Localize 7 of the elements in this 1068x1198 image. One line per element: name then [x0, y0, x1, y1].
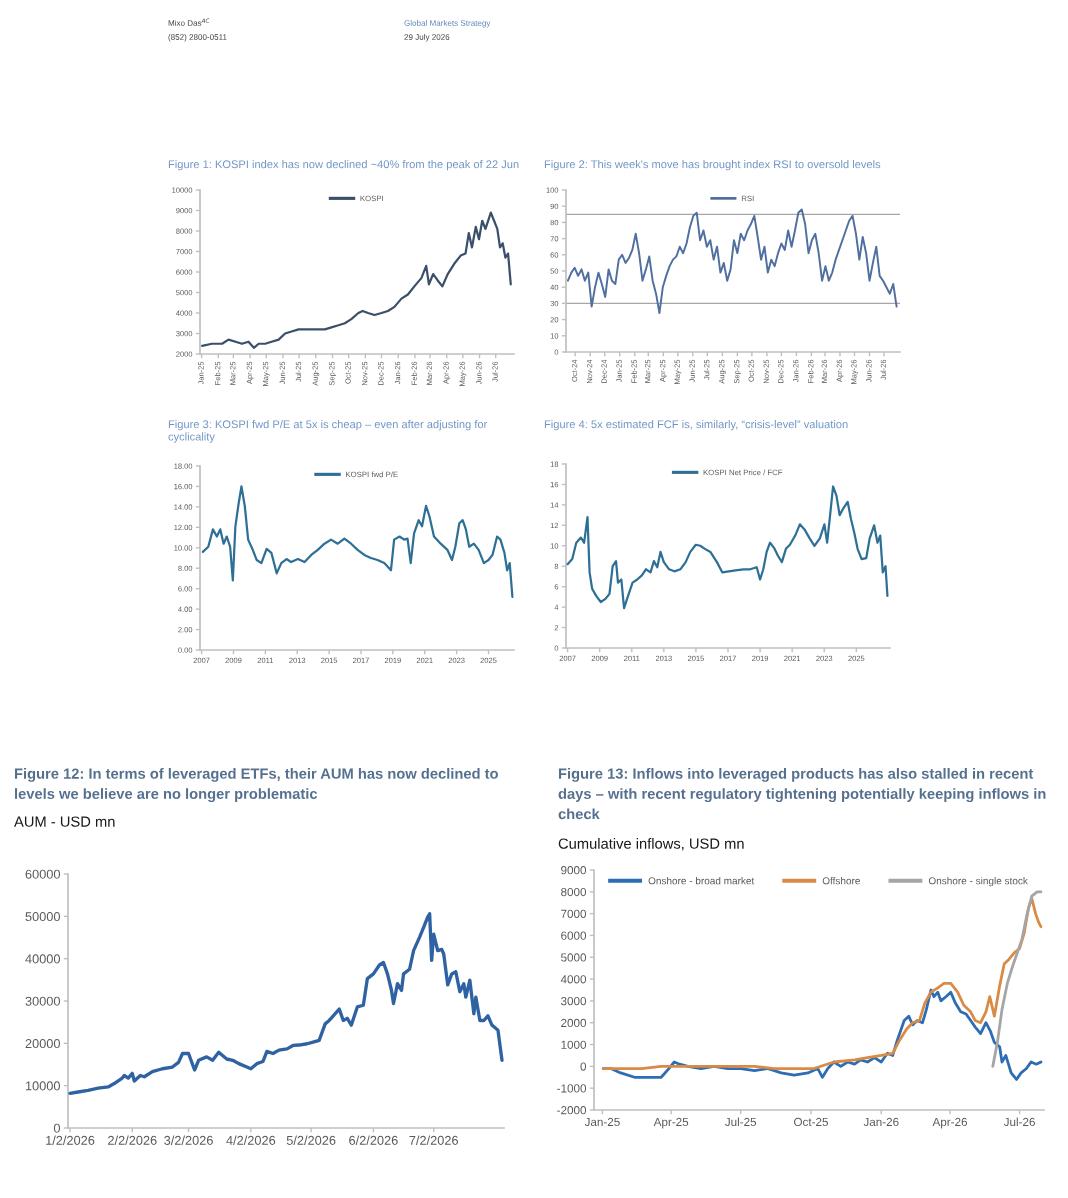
line-series — [991, 890, 1043, 1068]
line-series — [201, 211, 512, 349]
line-series — [68, 912, 504, 1095]
line-series — [566, 208, 898, 315]
line-series — [201, 485, 514, 598]
line-series — [601, 896, 1043, 1070]
line-series — [566, 485, 889, 610]
